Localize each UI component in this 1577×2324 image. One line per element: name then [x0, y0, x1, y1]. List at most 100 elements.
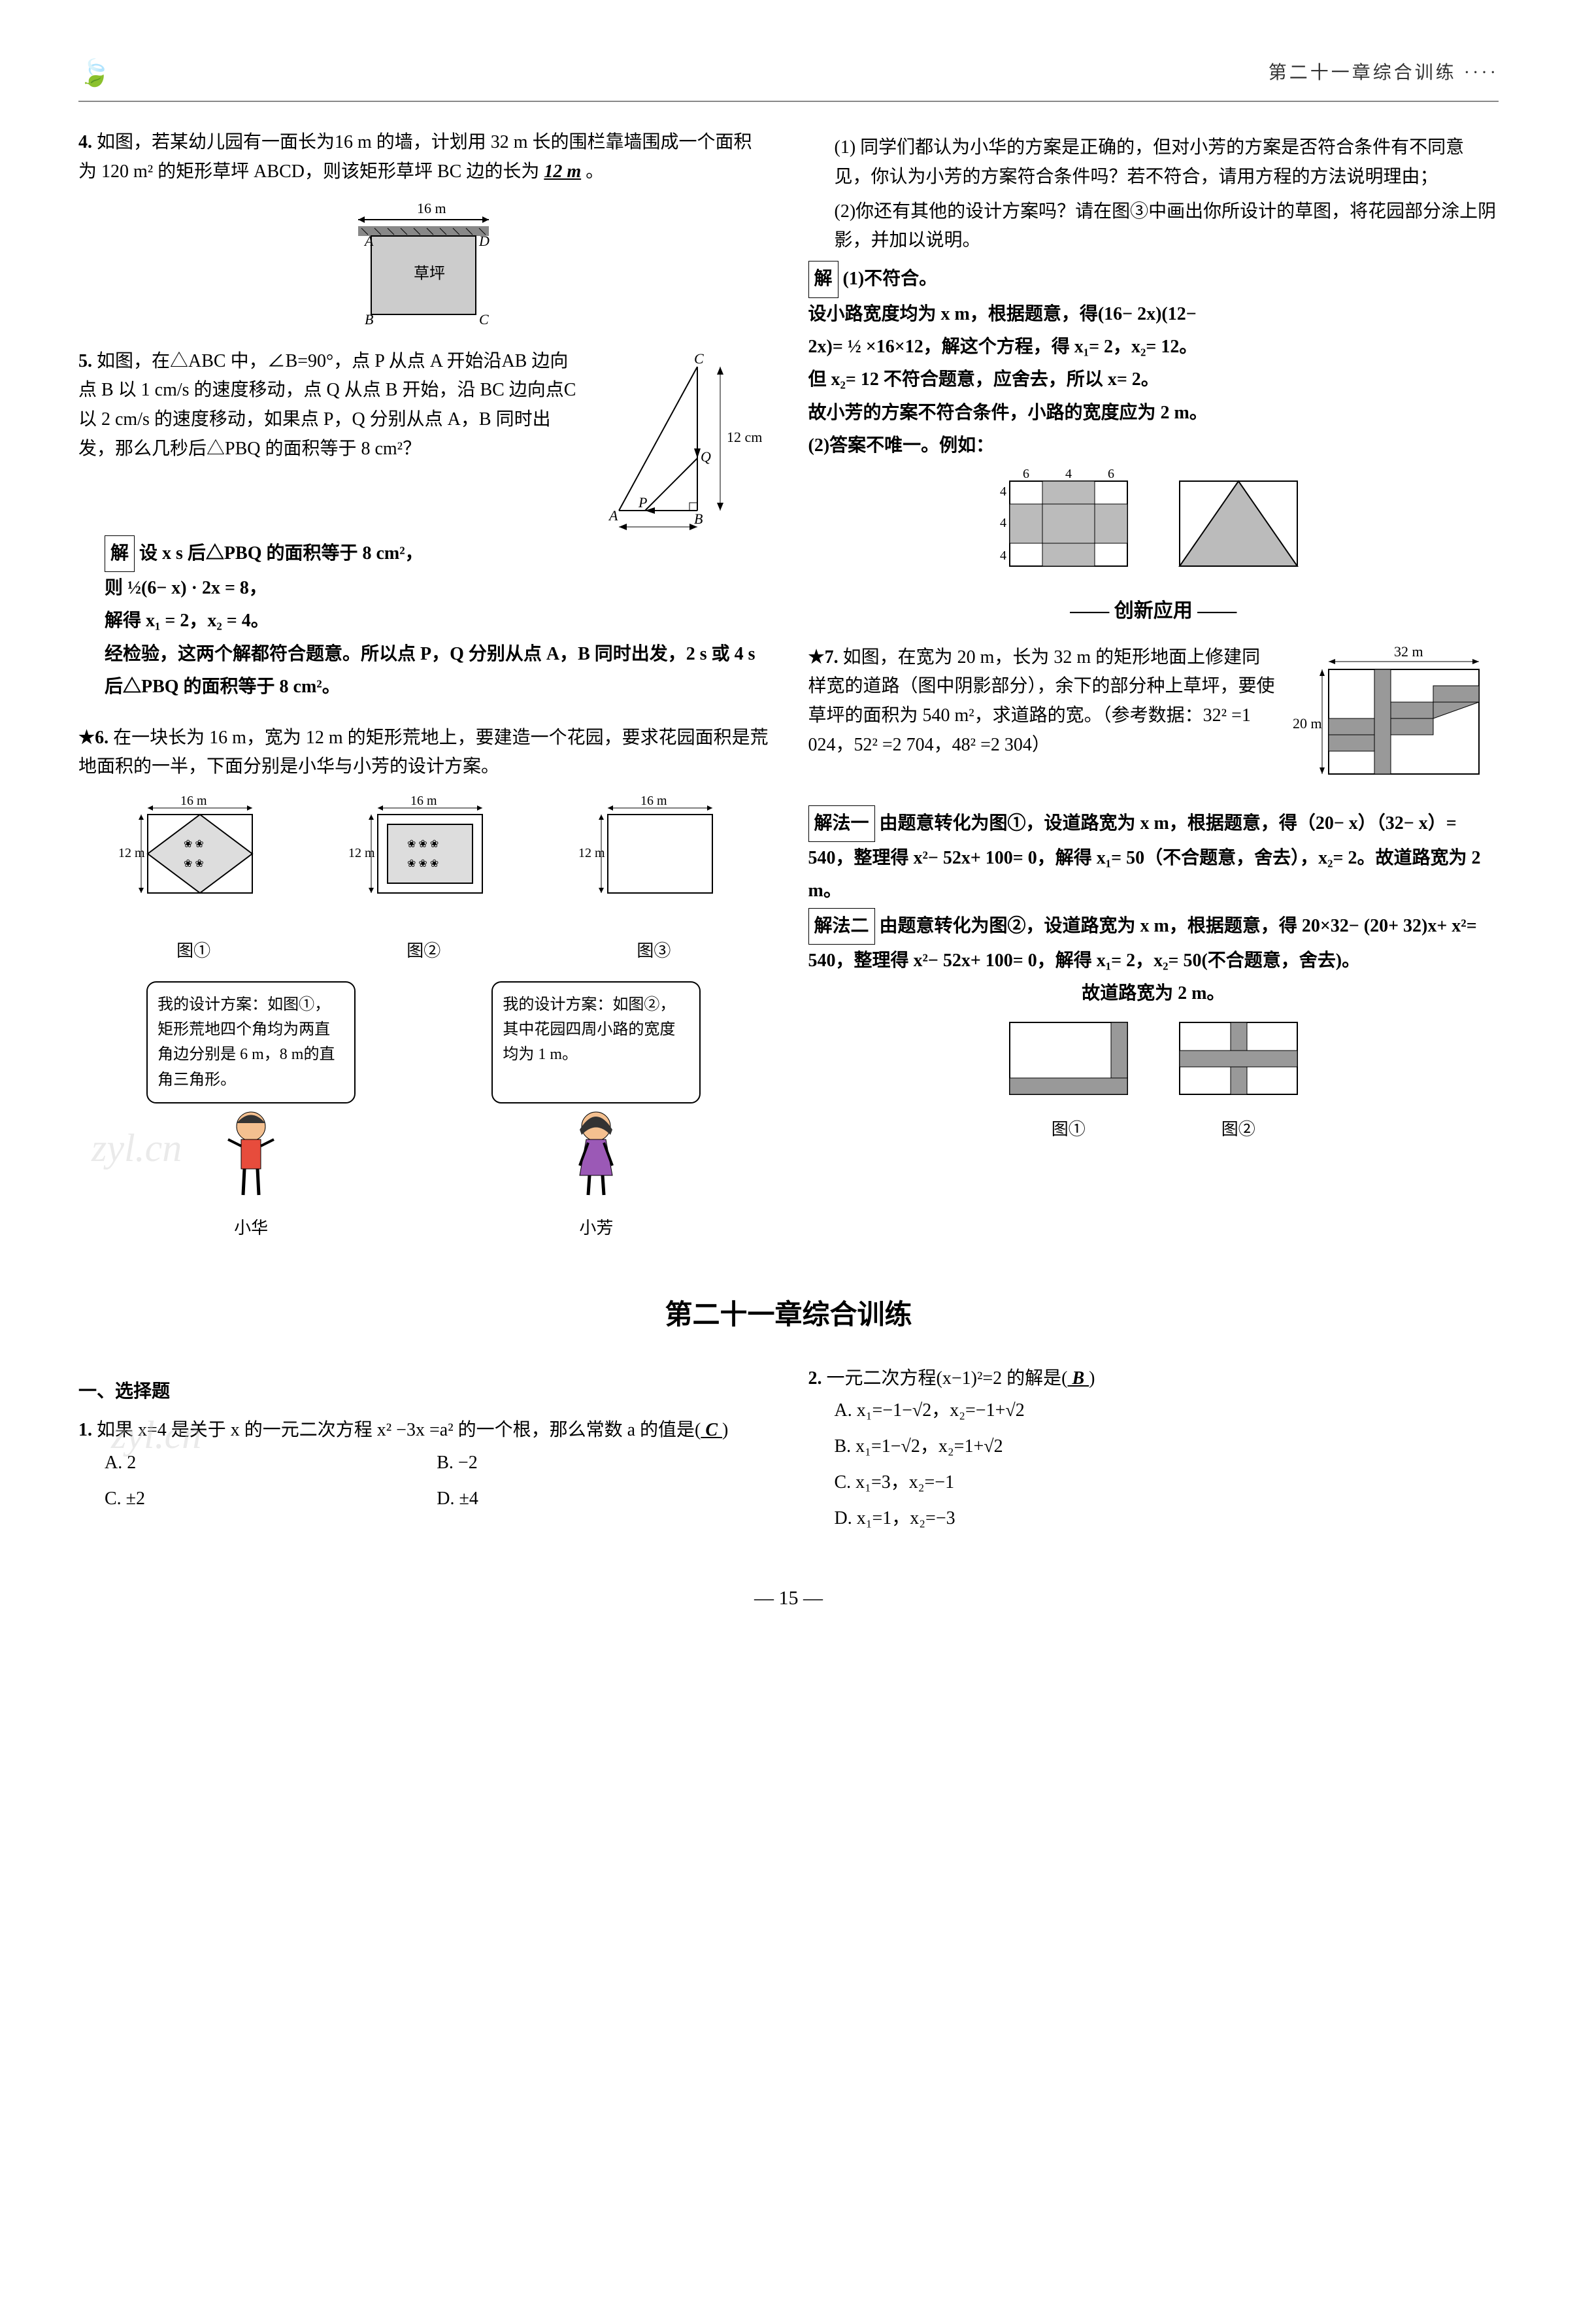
mc-left: 一、选择题 zyl.cn 1. 如果 x=4 是关于 x 的一元二次方程 x² …: [78, 1364, 769, 1557]
section-divider: 创新应用: [808, 596, 1499, 627]
character-xiaohua: 小华: [212, 1103, 290, 1241]
svg-text:32 m: 32 m: [1394, 643, 1423, 660]
fig-3: 16 m 12 m 图③: [575, 792, 732, 964]
problem-6-figures: 16 m 12 m ❀ ❀ ❀ ❀ 图①: [78, 792, 769, 964]
characters-row: zyl.cn 小华: [78, 1103, 769, 1241]
problem-4-text: 如图，若某幼儿园有一面长为16 m 的墙，计划用 32 m 长的围栏靠墙围成一个…: [78, 132, 752, 182]
sol6-s5: 故小芳的方案不符合条件，小路的宽度应为 2 m。: [808, 403, 1208, 423]
problem-6-star: ★: [78, 728, 95, 748]
fig2-label: 图②: [345, 937, 502, 965]
q1-opt-c: C. ±2: [105, 1485, 437, 1514]
q1-opt-a: A. 2: [105, 1449, 437, 1478]
sol6-s6: (2)答案不唯一。例如：: [808, 435, 995, 456]
problem-7: ★7. 如图，在宽为 20 m，长为 32 m 的矩形地面上修建同样宽的道路（图…: [808, 643, 1499, 1143]
q2-opt-a: A. x₁=−1−√2，x₂=−1+√2: [835, 1396, 1499, 1426]
page-header: 🍃 第二十一章综合训练 ····: [78, 52, 1499, 102]
leaf-icon: 🍃: [78, 52, 111, 94]
p7-fig2-label: 图②: [1173, 1116, 1304, 1143]
width-label: 16 m: [417, 200, 446, 216]
q2-opt-b: B. x₁=1−√2，x₂=1+√2: [835, 1432, 1499, 1462]
problem-5-text: 如图，在△ABC 中，∠B=90°，点 P 从点 A 开始沿AB 边向点 B 以…: [78, 351, 576, 459]
svg-text:16 m: 16 m: [640, 794, 667, 808]
problem-4-diagram: 16 m A D B C 草坪: [78, 197, 769, 328]
q1-opt-d: D. ±4: [437, 1485, 769, 1514]
mc-right: 2. 一元二次方程(x−1)²=2 的解是( B ) A. x₁=−1−√2，x…: [808, 1364, 1499, 1557]
problem-4-number: 4.: [78, 132, 92, 152]
m1-label: 解法一: [808, 805, 875, 842]
svg-text:❀ ❀: ❀ ❀: [184, 858, 204, 869]
conclusion: 故道路宽为 2 m。: [808, 977, 1499, 1010]
problem-6-solution: 解 (1)不符合。 设小路宽度均为 x m，根据题意，得(16− 2x)(12−…: [808, 261, 1499, 462]
main-columns: 4. 如图，若某幼儿园有一面长为16 m 的墙，计划用 32 m 长的围栏靠墙围…: [78, 128, 1499, 1261]
svg-text:6 cm: 6 cm: [645, 527, 673, 530]
svg-text:4: 4: [1000, 516, 1006, 530]
problem-5: 5. 如图，在△ABC 中，∠B=90°，点 P 从点 A 开始沿AB 边向点 …: [78, 347, 769, 704]
q1-num: 1.: [78, 1420, 92, 1440]
sol-line3: 解得 x₁ = 2，x₂ = 4。: [105, 611, 269, 631]
character-xiaofang: 小芳: [557, 1103, 635, 1241]
svg-text:16 m: 16 m: [410, 794, 437, 808]
q2-num: 2.: [808, 1368, 822, 1389]
mc-columns: 一、选择题 zyl.cn 1. 如果 x=4 是关于 x 的一元二次方程 x² …: [78, 1364, 1499, 1557]
svg-text:4: 4: [1065, 468, 1072, 481]
fig1-label: 图①: [115, 937, 272, 965]
q1-close: ): [722, 1420, 728, 1440]
svg-text:12 cm: 12 cm: [727, 429, 762, 445]
header-title: 第二十一章综合训练 ····: [1269, 59, 1499, 88]
sol-line1: 设 x s 后△PBQ 的面积等于 8 cm²，: [139, 543, 423, 564]
problem-6-sub1: (1) 同学们都认为小华的方案是正确的，但对小芳的方案是否符合条件有不同意见，你…: [835, 133, 1499, 192]
triangle-diagram: A B C P Q 12 cm 6 cm: [599, 347, 769, 530]
problem-7-text: 如图，在宽为 20 m，长为 32 m 的矩形地面上修建同样宽的道路（图中阴影部…: [808, 647, 1275, 755]
sol6-s2: 设小路宽度均为 x m，根据题意，得(16− 2x)(12−: [808, 304, 1197, 324]
sol6-s3: 2x)= ½ ×16×12，解这个方程，得 x₁= 2，x₂= 12。: [808, 337, 1198, 357]
chapter-title: 第二十一章综合训练: [78, 1294, 1499, 1338]
sol-line2: 则 ½(6− x) · 2x = 8，: [105, 578, 267, 598]
mc-section-title: 一、选择题: [78, 1377, 769, 1407]
bubble-xiaofang: 我的设计方案：如图②，其中花园四周小路的宽度均为 1 m。: [491, 981, 701, 1104]
question-1: 1. 如果 x=4 是关于 x 的一元二次方程 x² −3x =a² 的一个根，…: [78, 1416, 769, 1517]
problem-7-star: ★: [808, 647, 825, 667]
svg-text:草坪: 草坪: [414, 265, 445, 282]
svg-text:B: B: [365, 311, 373, 328]
svg-text:A: A: [608, 507, 618, 524]
solution-label: 解: [105, 535, 135, 572]
problem-4: 4. 如图，若某幼儿园有一面长为16 m 的墙，计划用 32 m 长的围栏靠墙围…: [78, 128, 769, 328]
bubble-xiaohua: 我的设计方案：如图①，矩形荒地四个角均为两直角边分别是 6 m，8 m的直角三角…: [146, 981, 356, 1104]
svg-text:❀ ❀: ❀ ❀: [184, 839, 204, 850]
sol6-label: 解: [808, 261, 838, 297]
right-column: (1) 同学们都认为小华的方案是正确的，但对小芳的方案是否符合条件有不同意见，你…: [808, 128, 1499, 1261]
svg-text:C: C: [479, 311, 489, 328]
sol-line4: 经检验，这两个解都符合题意。所以点 P，Q 分别从点 A，B 同时出发，2 s …: [105, 644, 755, 697]
q2-opt-c: C. x₁=3，x₂=−1: [835, 1468, 1499, 1498]
fig-2: 16 m 12 m ❀ ❀ ❀ ❀ ❀ ❀ 图②: [345, 792, 502, 964]
m2-text: 由题意转化为图②，设道路宽为 x m，根据题意，得 20×32− (20+ 32…: [808, 916, 1477, 971]
problem-5-number: 5.: [78, 351, 92, 371]
q1-text: 如果 x=4 是关于 x 的一元二次方程 x² −3x =a² 的一个根，那么常…: [97, 1420, 701, 1440]
svg-text:4: 4: [1000, 548, 1006, 563]
q2-opt-d: D. x₁=1，x₂=−3: [835, 1504, 1499, 1534]
svg-text:20 m: 20 m: [1293, 715, 1322, 732]
svg-text:A: A: [363, 233, 374, 249]
svg-text:D: D: [478, 233, 490, 249]
sol6-s4: 但 x₂= 12 不符合题意，应舍去，所以 x= 2。: [808, 369, 1159, 390]
svg-text:B: B: [694, 511, 703, 527]
sol6-s1: (1)不符合。: [843, 269, 938, 289]
problem-6: ★6. 在一块长为 16 m，宽为 12 m 的矩形荒地上，要建造一个花园，要求…: [78, 724, 769, 1242]
fig-1: 16 m 12 m ❀ ❀ ❀ ❀ 图①: [115, 792, 272, 964]
problem-7-number: 7.: [825, 647, 838, 667]
q2-close: ): [1089, 1368, 1095, 1389]
svg-text:Q: Q: [701, 448, 711, 465]
svg-text:P: P: [638, 494, 647, 511]
problem-6-number: 6.: [95, 728, 108, 748]
m1-text: 由题意转化为图①，设道路宽为 x m，根据题意，得（20− x）（32− x）=…: [808, 813, 1481, 901]
lawn-diagram-svg: 16 m A D B C 草坪: [325, 197, 522, 328]
problem-6-text: 在一块长为 16 m，宽为 12 m 的矩形荒地上，要建造一个花园，要求花园面积…: [78, 728, 769, 777]
problem-5-solution: 解 设 x s 后△PBQ 的面积等于 8 cm²， 则 ½(6− x) · 2…: [105, 535, 769, 704]
road-diagram: 32 m 20 m: [1289, 643, 1499, 800]
svg-text:6: 6: [1023, 468, 1029, 481]
problem-6-answer-diagrams: 6 4 6 4 4 4: [808, 468, 1499, 579]
xiaofang-name: 小芳: [557, 1215, 635, 1242]
problem-6-sub2: (2)你还有其他的设计方案吗？请在图③中画出你所设计的草图，将花园部分涂上阴影，…: [835, 197, 1499, 256]
fig3-label: 图③: [575, 937, 732, 965]
svg-text:6: 6: [1108, 468, 1114, 481]
